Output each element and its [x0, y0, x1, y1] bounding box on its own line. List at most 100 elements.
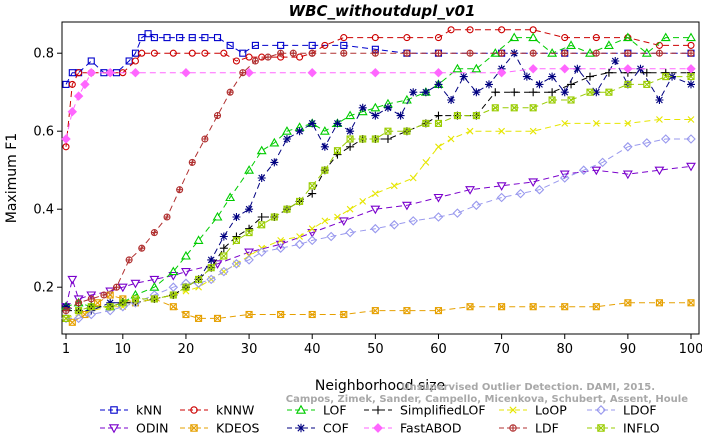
data-point-knnw: [466, 26, 474, 34]
data-point-ldf: [466, 49, 474, 57]
legend-item-fastabod: FastABOD: [364, 421, 462, 434]
data-point-fastabod: [560, 64, 570, 74]
data-point-inflo: [169, 291, 177, 299]
data-point-knnw: [150, 49, 158, 57]
data-point-lof: [357, 106, 368, 116]
data-point-cof: [257, 174, 266, 182]
data-point-ldof: [471, 200, 482, 211]
data-point-lof: [269, 137, 280, 147]
data-point-loop: [498, 127, 505, 135]
data-point-lof: [345, 110, 356, 120]
data-point-loop: [308, 225, 316, 233]
data-point-ldf: [163, 213, 171, 221]
data-point-inflo: [62, 314, 70, 322]
data-point-cof: [434, 80, 443, 89]
legend-marker-odin: [108, 424, 120, 434]
data-point-fastabod: [686, 64, 696, 74]
data-point-inflo: [232, 236, 241, 244]
data-point-knnw: [687, 41, 695, 49]
data-point-loop: [296, 233, 303, 240]
data-point-cof: [383, 103, 392, 112]
legend-label-fastabod: FastABOD: [400, 421, 462, 434]
data-point-knn: [251, 41, 259, 49]
data-point-cof: [447, 96, 456, 104]
data-point-ldof: [496, 192, 507, 203]
data-point-cof: [611, 57, 620, 65]
legend-marker-knn: [110, 406, 118, 414]
legend-item-loop: LoOP: [499, 403, 567, 418]
data-point-ldf: [529, 49, 537, 57]
legend-label-inflo: INFLO: [623, 421, 660, 434]
data-point-knn: [239, 49, 247, 57]
data-point-ldf: [592, 49, 600, 57]
data-point-inflo: [131, 295, 139, 303]
data-point-lof: [319, 126, 330, 135]
data-point-odin: [496, 182, 507, 191]
data-point-fastabod: [623, 64, 633, 74]
data-point-inflo: [662, 73, 670, 81]
series-knnw: [62, 26, 695, 151]
data-point-fastabod: [244, 67, 254, 78]
data-point-loop: [409, 174, 417, 182]
data-point-ldof: [515, 188, 526, 199]
data-point-inflo: [207, 264, 215, 272]
plot-area: [61, 21, 700, 335]
data-point-inflo: [308, 182, 316, 190]
series-line-odin: [65, 165, 692, 307]
data-point-fastabod: [528, 64, 538, 74]
data-point-cof: [371, 111, 380, 120]
data-point-ldf: [403, 49, 411, 57]
data-point-loop: [422, 159, 430, 166]
data-point-knnw: [138, 49, 146, 57]
data-point-inflo: [453, 112, 461, 120]
data-point-inflo: [270, 213, 278, 221]
series-fastabod: [61, 64, 696, 144]
data-point-ldof: [206, 274, 216, 285]
data-point-knnw: [321, 41, 329, 49]
x-tick-label: 70: [493, 342, 510, 357]
data-point-odin: [73, 295, 84, 305]
data-point-loop: [656, 116, 663, 123]
data-point-inflo: [434, 119, 443, 127]
data-point-inflo: [384, 127, 392, 135]
data-point-simplifiedlof: [434, 111, 443, 120]
data-point-cof: [346, 127, 355, 136]
data-point-loop: [466, 127, 474, 135]
data-point-kdeos: [308, 310, 316, 319]
data-point-lof: [181, 250, 191, 260]
data-point-ldf: [138, 244, 146, 252]
data-point-cof: [548, 72, 557, 81]
data-point-cof: [655, 96, 664, 104]
data-point-loop: [334, 213, 341, 221]
data-point-lof: [622, 32, 633, 42]
data-point-loop: [371, 190, 379, 197]
legend-marker-kdeos: [190, 424, 198, 432]
data-point-fastabod: [61, 134, 71, 144]
data-point-odin: [338, 217, 349, 227]
data-point-simplifiedlof: [383, 135, 392, 143]
data-point-fastabod: [130, 67, 141, 78]
data-point-inflo: [321, 166, 329, 174]
data-point-inflo: [403, 127, 411, 135]
legend-label-knn: kNN: [136, 403, 162, 418]
data-point-ldf: [655, 49, 663, 57]
data-point-ldof: [389, 220, 400, 230]
data-point-inflo: [586, 88, 594, 96]
data-point-kdeos: [277, 310, 285, 319]
data-point-kdeos: [169, 303, 177, 311]
data-point-odin: [622, 170, 633, 180]
data-point-lof: [193, 235, 204, 244]
data-point-knnw: [62, 143, 70, 151]
data-point-knnw: [371, 34, 379, 42]
data-point-kdeos: [195, 314, 203, 322]
legend-label-lof: LOF: [323, 403, 347, 418]
series-line-lof: [65, 37, 691, 308]
data-point-kdeos: [403, 307, 411, 315]
legend-marker-inflo: [597, 424, 605, 432]
data-point-lof: [471, 63, 482, 73]
data-point-lof: [603, 40, 614, 49]
legend-marker-lof: [295, 404, 307, 414]
data-point-knnw: [232, 57, 241, 65]
data-point-ldf: [434, 49, 443, 57]
series-lof: [61, 32, 696, 311]
